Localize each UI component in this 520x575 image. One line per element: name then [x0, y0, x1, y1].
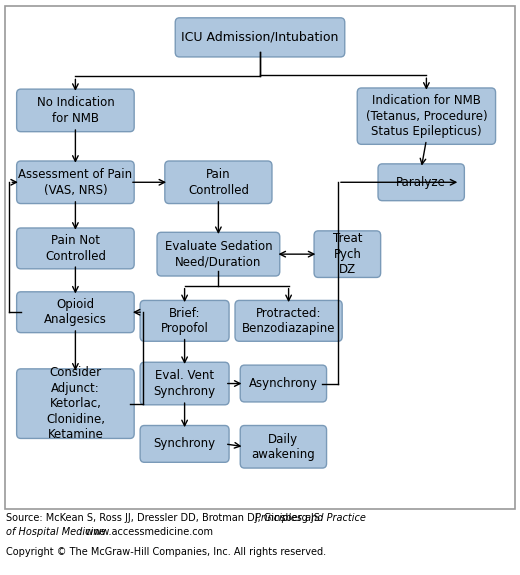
- Text: No Indication
for NMB: No Indication for NMB: [36, 96, 114, 125]
- Text: Asynchrony: Asynchrony: [249, 377, 318, 390]
- FancyBboxPatch shape: [17, 161, 134, 204]
- FancyBboxPatch shape: [175, 18, 345, 57]
- FancyBboxPatch shape: [17, 89, 134, 132]
- Text: Paralyze: Paralyze: [396, 176, 446, 189]
- FancyBboxPatch shape: [140, 426, 229, 462]
- Text: Daily
awakening: Daily awakening: [252, 432, 315, 461]
- Text: Treat
Pych
DZ: Treat Pych DZ: [333, 232, 362, 276]
- FancyBboxPatch shape: [240, 365, 327, 402]
- Text: Indication for NMB
(Tetanus, Procedure)
Status Epilepticus): Indication for NMB (Tetanus, Procedure) …: [366, 94, 487, 138]
- Text: Assessment of Pain
(VAS, NRS): Assessment of Pain (VAS, NRS): [18, 168, 133, 197]
- FancyBboxPatch shape: [165, 161, 272, 204]
- Text: Protracted:
Benzodiazapine: Protracted: Benzodiazapine: [242, 306, 335, 335]
- Text: Copyright © The McGraw-Hill Companies, Inc. All rights reserved.: Copyright © The McGraw-Hill Companies, I…: [6, 547, 327, 557]
- Text: : www.accessmedicine.com: : www.accessmedicine.com: [79, 527, 213, 537]
- FancyBboxPatch shape: [140, 300, 229, 342]
- Text: Principles and Practice: Principles and Practice: [255, 513, 366, 523]
- Text: Synchrony: Synchrony: [153, 438, 216, 450]
- Text: Pain
Controlled: Pain Controlled: [188, 168, 249, 197]
- Text: Consider
Adjunct:
Ketorlac,
Clonidine,
Ketamine: Consider Adjunct: Ketorlac, Clonidine, K…: [46, 366, 105, 441]
- Text: Opioid
Analgesics: Opioid Analgesics: [44, 298, 107, 327]
- FancyBboxPatch shape: [17, 292, 134, 332]
- FancyBboxPatch shape: [157, 232, 280, 276]
- Text: of Hospital Medicine: of Hospital Medicine: [6, 527, 106, 537]
- Text: Evaluate Sedation
Need/Duration: Evaluate Sedation Need/Duration: [165, 240, 272, 269]
- FancyBboxPatch shape: [140, 362, 229, 405]
- FancyBboxPatch shape: [17, 369, 134, 438]
- FancyBboxPatch shape: [314, 231, 381, 277]
- FancyBboxPatch shape: [17, 228, 134, 269]
- Text: Eval. Vent
Synchrony: Eval. Vent Synchrony: [153, 369, 216, 398]
- Text: ICU Admission/Intubation: ICU Admission/Intubation: [181, 31, 339, 44]
- FancyBboxPatch shape: [235, 300, 342, 342]
- Text: Pain Not
Controlled: Pain Not Controlled: [45, 234, 106, 263]
- FancyBboxPatch shape: [240, 426, 327, 468]
- Text: Source: McKean S, Ross JJ, Dressler DD, Brotman DJ, Ginsberg JS:: Source: McKean S, Ross JJ, Dressler DD, …: [6, 513, 327, 523]
- Text: Brief:
Propofol: Brief: Propofol: [161, 306, 209, 335]
- FancyBboxPatch shape: [378, 164, 464, 201]
- FancyBboxPatch shape: [357, 88, 496, 144]
